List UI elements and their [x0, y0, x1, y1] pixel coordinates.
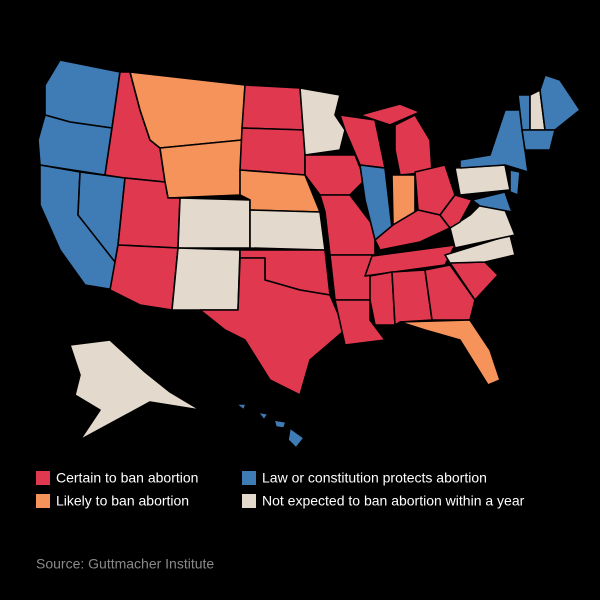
state	[171, 247, 241, 311]
state	[364, 244, 456, 277]
state	[273, 419, 287, 429]
legend-swatch	[242, 494, 256, 508]
state	[369, 271, 396, 326]
legend-swatch	[36, 494, 50, 508]
state	[329, 254, 376, 301]
state	[509, 169, 521, 196]
state	[454, 164, 511, 196]
state	[239, 127, 306, 176]
state	[424, 264, 476, 321]
state	[439, 194, 473, 229]
legend-swatch	[36, 471, 50, 485]
state	[241, 84, 306, 131]
state	[359, 103, 421, 126]
legend-label: Law or constitution protects abortion	[262, 470, 487, 486]
state	[299, 87, 346, 156]
legend-label: Certain to ban abortion	[56, 470, 198, 486]
state	[159, 139, 243, 199]
state	[521, 129, 556, 151]
state	[334, 299, 386, 346]
legend: Certain to ban abortion Likely to ban abo…	[36, 470, 525, 509]
state	[235, 403, 247, 411]
state	[199, 257, 346, 396]
legend-label: Likely to ban abortion	[56, 493, 189, 509]
legend-label: Not expected to ban abortion within a ye…	[262, 493, 525, 509]
state	[249, 209, 326, 251]
source: Source: Guttmacher Institute	[36, 556, 214, 572]
state	[177, 197, 251, 249]
legend-swatch	[242, 471, 256, 485]
state	[399, 319, 501, 386]
state	[69, 339, 201, 441]
state	[287, 427, 305, 449]
state	[257, 411, 269, 421]
map	[37, 59, 581, 449]
state	[471, 191, 513, 213]
